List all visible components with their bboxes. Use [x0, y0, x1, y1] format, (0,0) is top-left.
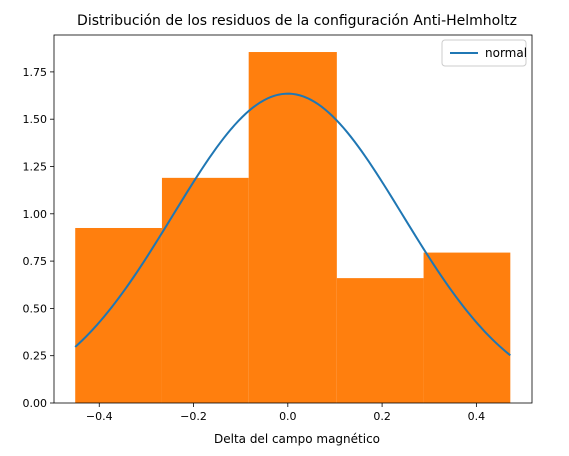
x-tick-label-3: 0.2 — [373, 410, 391, 423]
y-tick-label-0: 0.00 — [23, 397, 48, 410]
x-axis-ticks: −0.4 −0.2 0.0 0.2 0.4 — [86, 403, 485, 423]
y-tick-label-5: 1.25 — [23, 160, 48, 173]
y-tick-label-6: 1.50 — [23, 113, 48, 126]
y-tick-label-3: 0.75 — [23, 255, 48, 268]
histogram-bar-4 — [423, 252, 511, 403]
legend-box — [441, 39, 527, 67]
normal-curve-layer — [74, 92, 511, 357]
histogram-bars — [75, 52, 511, 403]
x-axis-label: Delta del campo magnético — [214, 432, 380, 446]
legend: normal — [441, 39, 527, 67]
x-tick-label-2: 0.0 — [279, 410, 297, 423]
x-tick-label-4: 0.4 — [468, 410, 486, 423]
y-tick-label-1: 0.25 — [23, 350, 48, 363]
y-axis-ticks: 0.00 0.25 0.50 0.75 1.00 1.25 1.50 1.75 — [23, 66, 54, 410]
histogram-bar-1 — [161, 177, 249, 403]
chart-title: Distribución de los residuos de la confi… — [77, 13, 517, 29]
x-tick-label-0: −0.4 — [86, 410, 113, 423]
plot-frame — [53, 34, 533, 404]
y-tick-label-4: 1.00 — [23, 208, 48, 221]
histogram-bar-2 — [248, 52, 337, 403]
y-tick-label-7: 1.75 — [23, 66, 48, 79]
x-tick-label-1: −0.2 — [180, 410, 207, 423]
y-tick-label-2: 0.50 — [23, 302, 48, 315]
histogram-bar-3 — [336, 278, 424, 403]
legend-label-normal: normal — [485, 46, 527, 60]
normal-curve-line — [74, 92, 511, 357]
